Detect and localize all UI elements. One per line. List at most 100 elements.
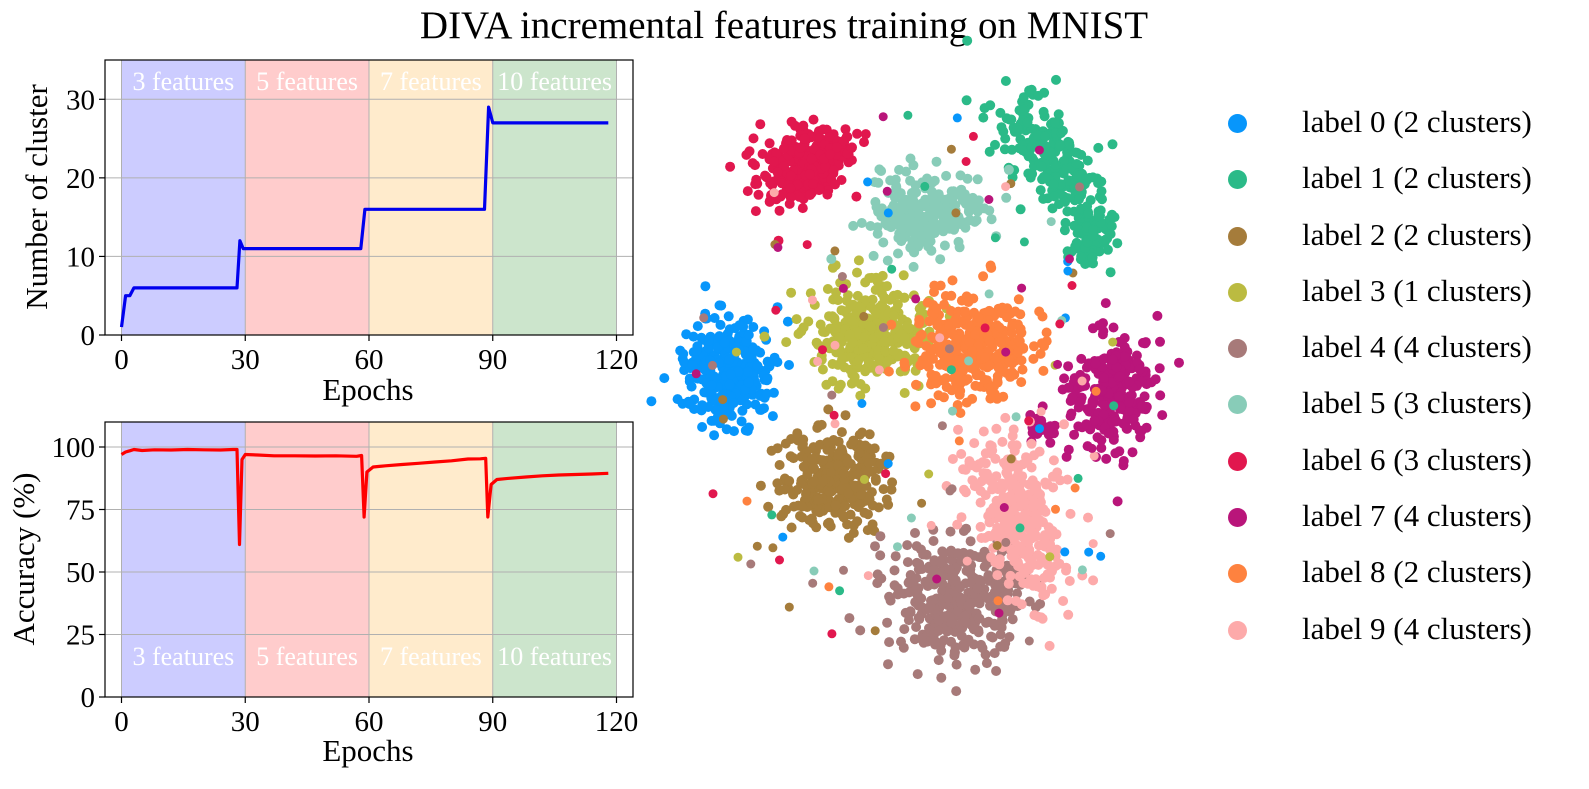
scatter-point	[1036, 338, 1047, 349]
scatter-point	[709, 430, 720, 441]
scatter-point	[750, 206, 761, 217]
scatter-point	[962, 556, 972, 566]
scatter-point	[970, 329, 980, 340]
scatter-point	[1112, 238, 1123, 249]
scatter-point	[1030, 529, 1041, 540]
scatter-point	[1007, 430, 1018, 441]
scatter-point	[1063, 609, 1074, 620]
scatter-point	[838, 136, 849, 147]
scatter-point	[940, 291, 951, 301]
scatter-point	[951, 686, 962, 697]
scatter-point	[772, 443, 783, 454]
scatter-point	[1077, 376, 1087, 386]
scatter-point	[743, 329, 754, 340]
scatter-point	[809, 566, 819, 576]
scatter-point	[726, 410, 737, 421]
scatter-point	[887, 264, 897, 274]
scatter-point	[725, 161, 736, 172]
scatter-point	[886, 484, 897, 495]
scatter-point	[984, 195, 994, 204]
scatter-point	[1076, 251, 1087, 262]
scatter-point	[973, 627, 984, 638]
scatter-point	[1041, 327, 1052, 338]
scatter-point	[921, 360, 932, 370]
scatter-point	[1036, 161, 1047, 172]
scatter-point	[831, 142, 842, 153]
scatter-point	[840, 410, 851, 421]
scatter-point	[953, 424, 963, 435]
scatter-point	[852, 267, 862, 278]
scatter-point	[835, 586, 845, 596]
scatter-point	[782, 316, 793, 327]
scatter-point	[767, 411, 778, 422]
scatter-point	[763, 501, 774, 512]
scatter-point	[961, 523, 972, 534]
scatter-point	[902, 540, 913, 551]
bottom-x-axis-label: Epochs	[322, 733, 413, 768]
scatter-point	[854, 429, 865, 440]
scatter-point	[927, 218, 938, 229]
scatter-point	[822, 337, 833, 348]
scatter-point	[875, 550, 886, 561]
scatter-point	[991, 423, 1002, 434]
legend-marker	[1228, 226, 1247, 246]
scatter-point	[883, 366, 894, 377]
legend-label: label 0 (2 clusters)	[1302, 104, 1532, 139]
legend-label: label 6 (3 clusters)	[1302, 441, 1532, 477]
scatter-point	[813, 494, 824, 505]
scatter-point	[769, 156, 779, 167]
scatter-point	[859, 137, 869, 148]
scatter-point	[905, 222, 916, 233]
scatter-point	[1035, 424, 1044, 434]
scatter-point	[1002, 469, 1013, 480]
scatter-point	[986, 214, 997, 225]
legend-marker	[1228, 620, 1247, 640]
scatter-point	[1092, 432, 1103, 443]
scatter-point	[822, 189, 833, 200]
scatter-point	[836, 427, 847, 438]
scatter-point	[1064, 140, 1075, 151]
scatter-point	[954, 242, 965, 253]
scatter-point	[960, 222, 971, 233]
scatter-point	[1101, 453, 1112, 464]
scatter-point	[831, 287, 842, 298]
scatter-point	[984, 146, 995, 157]
scatter-point	[967, 192, 978, 203]
scatter-point	[961, 157, 971, 166]
scatter-point	[1016, 599, 1027, 610]
scatter-point	[1108, 337, 1118, 347]
scatter-point	[1017, 283, 1027, 293]
scatter-point	[1032, 513, 1042, 523]
scatter-point	[1096, 443, 1107, 453]
scatter-point	[778, 532, 788, 542]
scatter-point	[811, 522, 822, 533]
legend-label: label 2 (2 clusters)	[1302, 216, 1532, 252]
scatter-point	[857, 399, 867, 408]
scatter-point	[1023, 564, 1034, 575]
scatter-point	[1016, 377, 1027, 388]
scatter-point	[1038, 106, 1049, 117]
scatter-point	[746, 559, 756, 569]
scatter-point	[786, 116, 797, 127]
scatter-point	[1045, 552, 1055, 562]
scatter-point	[937, 421, 947, 431]
legend-marker	[1228, 114, 1247, 133]
scatter-point	[908, 261, 919, 272]
scatter-point	[728, 398, 739, 408]
scatter-point	[1128, 414, 1139, 425]
scatter-point	[1090, 358, 1101, 369]
scatter-point	[854, 499, 865, 510]
scatter-point	[899, 624, 910, 635]
scatter-point	[791, 314, 802, 325]
x-tick-label: 30	[231, 706, 260, 738]
scatter-point	[901, 321, 912, 332]
scatter-point	[793, 329, 804, 339]
scatter-point	[989, 618, 1000, 629]
scatter-point	[818, 476, 828, 487]
scatter-point	[1100, 298, 1111, 309]
scatter-point	[1105, 229, 1116, 239]
scatter-point	[672, 394, 683, 405]
scatter-point	[1046, 217, 1056, 227]
scatter-point	[807, 179, 818, 189]
scatter-point	[928, 536, 939, 546]
